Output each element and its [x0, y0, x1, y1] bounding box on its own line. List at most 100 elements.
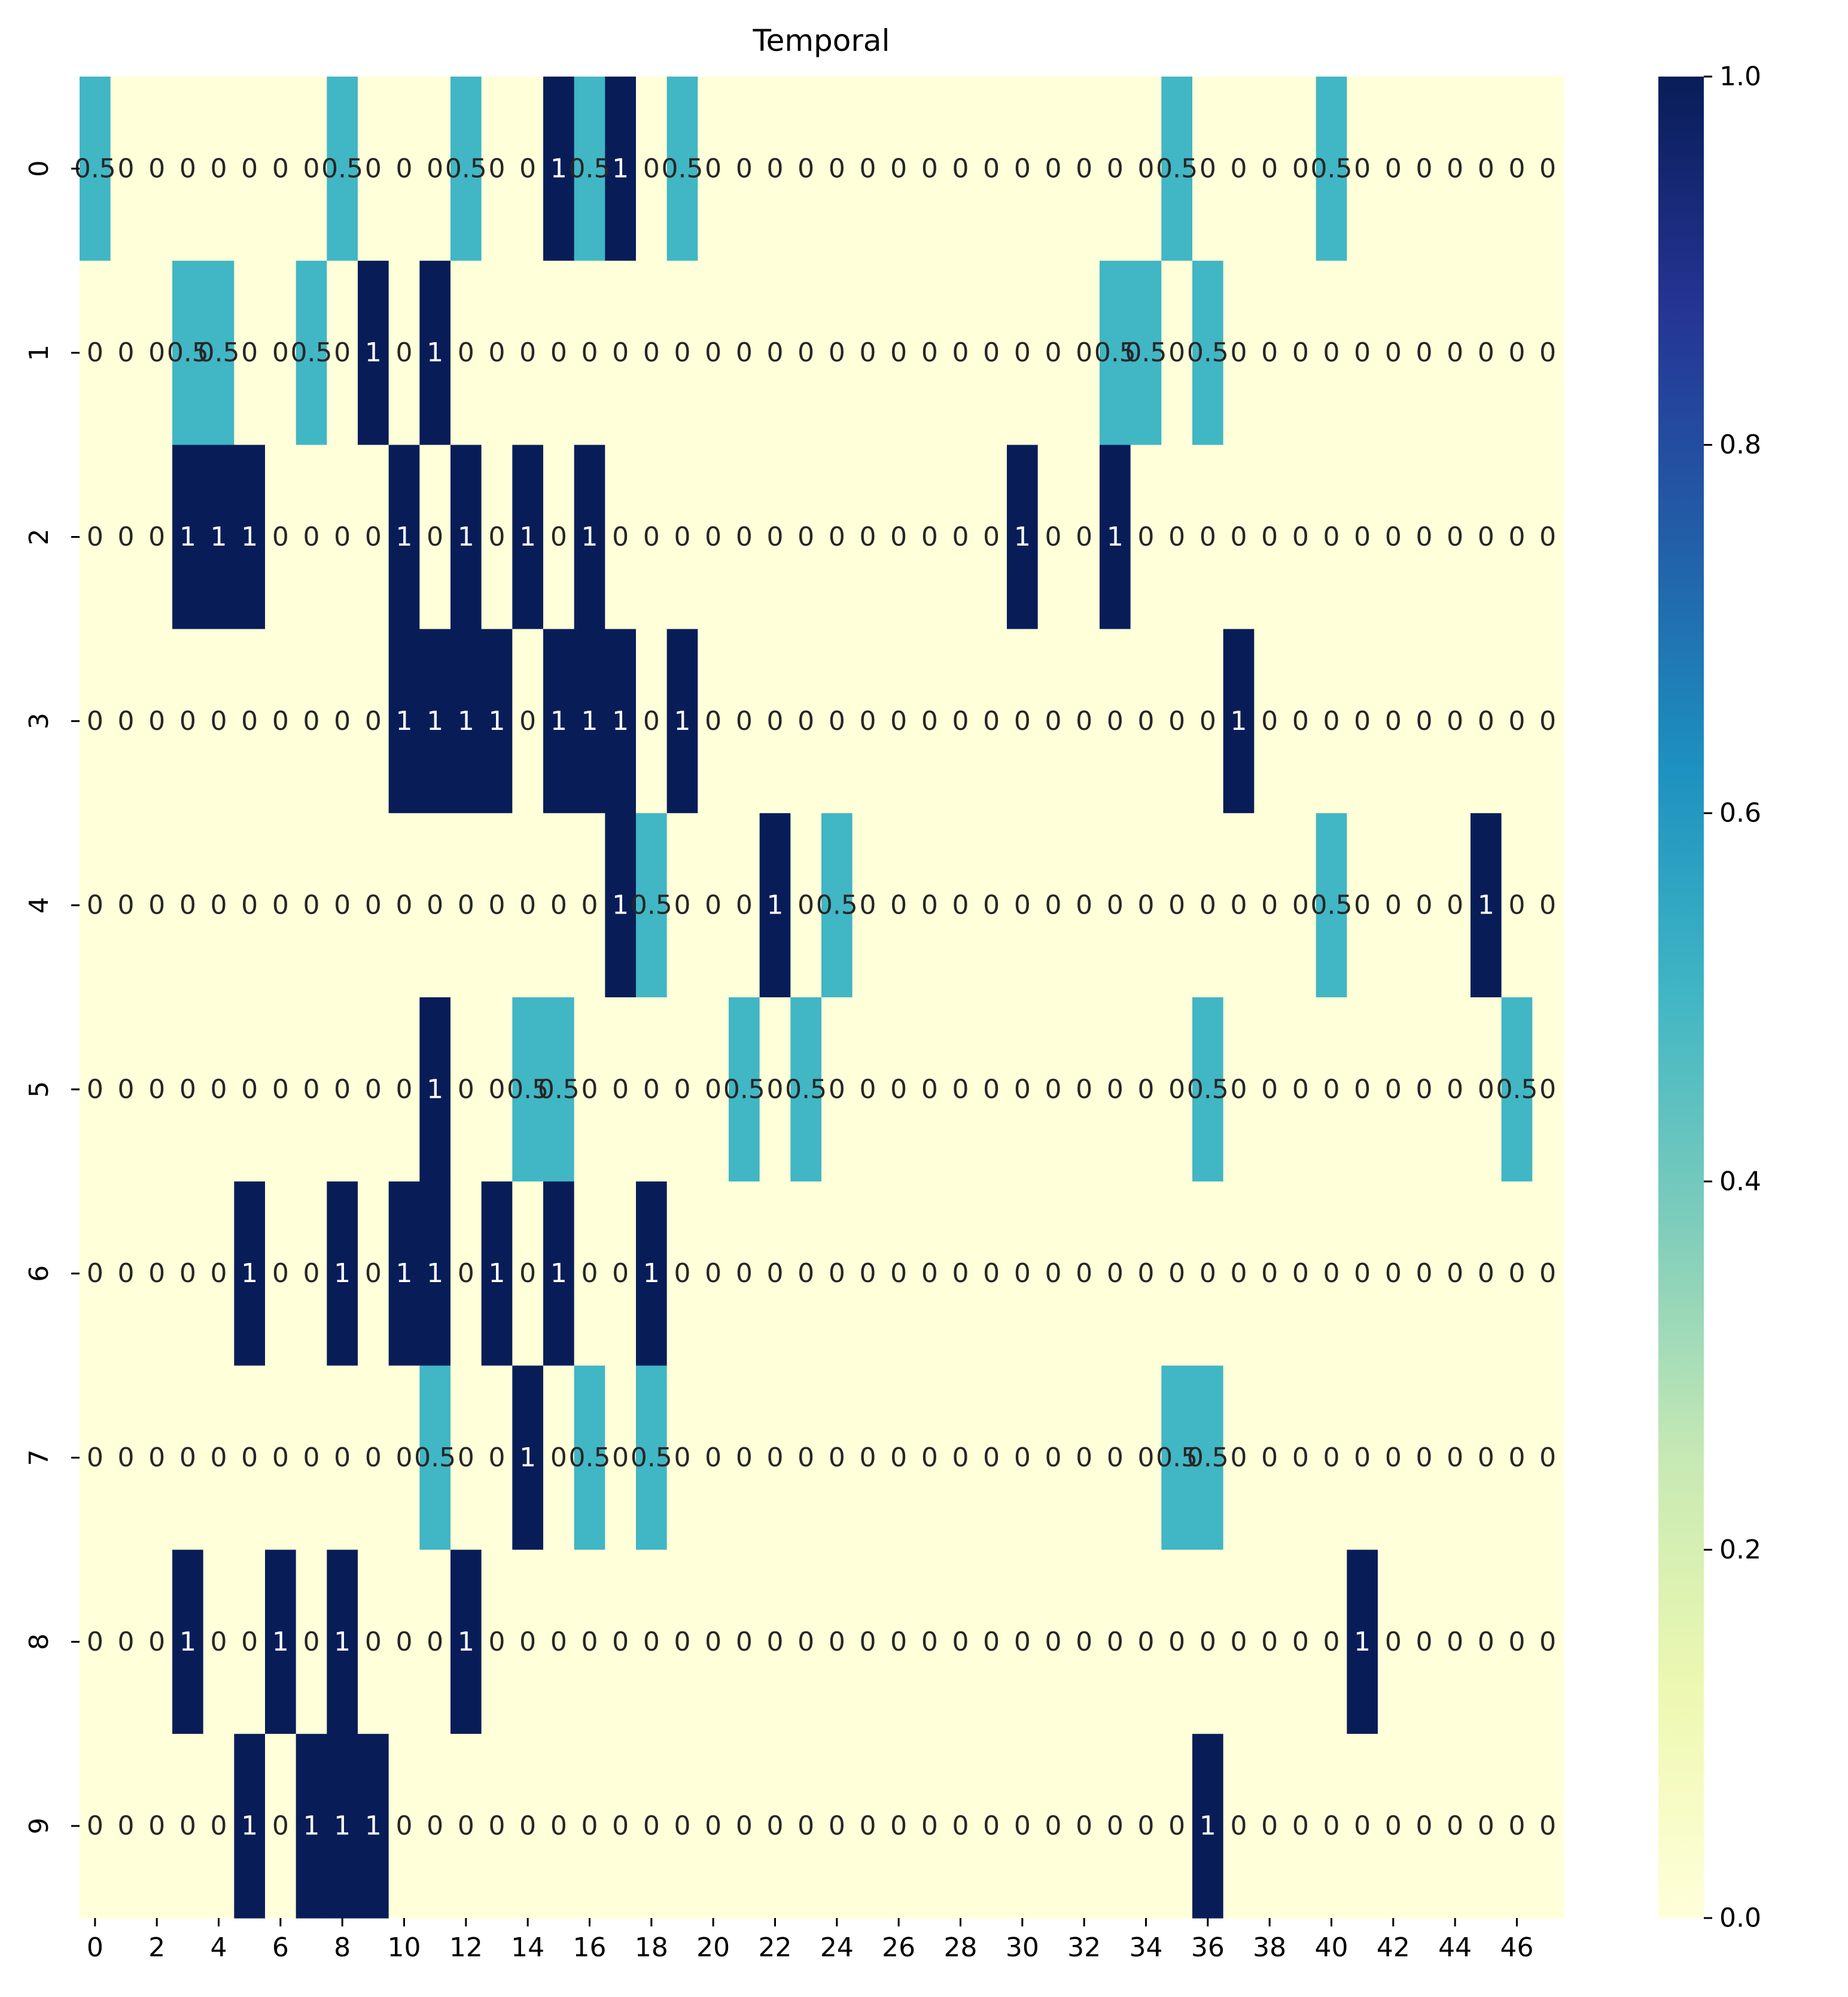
heatmap-cell [852, 260, 884, 446]
heatmap-cell [327, 813, 358, 998]
heatmap-cell [1223, 997, 1255, 1182]
cell-value-label: 0 [1509, 522, 1526, 552]
heatmap-cell [1439, 629, 1471, 814]
heatmap-cell [1130, 1181, 1162, 1366]
cell-value-label: 0 [797, 1258, 814, 1289]
cell-value-label: 0 [365, 890, 382, 921]
cell-value-label: 0 [1045, 1442, 1062, 1473]
heatmap-cell [110, 629, 142, 814]
cell-value-label: 0.5 [1496, 1074, 1538, 1104]
cell-value-label: 0 [1323, 1811, 1340, 1841]
heatmap-cell [1408, 260, 1440, 446]
heatmap-cell [1130, 629, 1162, 814]
heatmap-cell [481, 813, 513, 998]
heatmap-cell [1037, 77, 1069, 261]
cell-value-label: 0 [334, 890, 351, 921]
heatmap-cell [1501, 1181, 1533, 1366]
cell-value-label: 0 [1478, 1627, 1494, 1657]
heatmap-cell [481, 77, 513, 261]
cell-value-label: 0 [736, 706, 753, 736]
cell-value-label: 0 [1292, 1258, 1309, 1289]
heatmap-cell [1285, 77, 1317, 261]
heatmap-cell [914, 997, 946, 1182]
cell-value-label: 0 [890, 706, 907, 736]
cell-value-label: 1 [303, 1811, 320, 1841]
cell-value-label: 0 [612, 337, 629, 368]
heatmap-cell [172, 445, 204, 629]
colorbar-tick-label: 0.0 [1719, 1903, 1761, 1934]
cell-value-label: 0 [1323, 1258, 1340, 1289]
cell-value-label: 0 [643, 1811, 660, 1841]
cell-value-label: 0 [1354, 1074, 1371, 1104]
x-tick-label: 8 [334, 1932, 351, 1963]
cell-value-label: 0 [1416, 153, 1433, 184]
cell-value-label: 0.5 [538, 1074, 580, 1104]
cell-value-label: 0 [1447, 1627, 1463, 1657]
heatmap-cell [203, 1549, 235, 1734]
cell-value-label: 0 [890, 1627, 907, 1657]
heatmap-cell [574, 1181, 605, 1366]
heatmap-cell [234, 260, 266, 446]
cell-value-label: 0 [1138, 522, 1155, 552]
heatmap-cell [450, 997, 482, 1182]
heatmap-cell [1316, 1365, 1347, 1550]
cell-value-label: 0 [1231, 1442, 1247, 1473]
heatmap-cell [1378, 1365, 1409, 1550]
cell-value-label: 0 [241, 1074, 258, 1104]
heatmap-cell [358, 997, 389, 1182]
cell-value-label: 0 [983, 706, 1000, 736]
heatmap-cell [1285, 445, 1317, 629]
heatmap-cell [914, 260, 946, 446]
cell-value-label: 1 [550, 1258, 567, 1289]
heatmap-cell [759, 997, 791, 1182]
cell-value-label: 0 [1539, 1258, 1556, 1289]
heatmap-cell [1316, 445, 1347, 629]
cell-value-label: 0 [1385, 890, 1402, 921]
cell-value-label: 0 [1354, 522, 1371, 552]
cell-value-label: 0 [1231, 890, 1247, 921]
heatmap-cell [852, 445, 884, 629]
cell-value-label: 0 [829, 1074, 845, 1104]
heatmap-cell [327, 260, 358, 446]
heatmap-cell [914, 1734, 946, 1919]
cell-value-label: 0 [921, 1811, 938, 1841]
cell-value-label: 0.5 [74, 153, 116, 184]
heatmap-cell [976, 1181, 1007, 1366]
cell-value-label: 0 [1231, 153, 1247, 184]
heatmap-cell [1408, 77, 1440, 261]
cell-value-label: 0 [179, 890, 196, 921]
cell-value-label: 0 [736, 890, 753, 921]
cell-value-label: 0 [1076, 1074, 1092, 1104]
cell-value-label: 0 [983, 522, 1000, 552]
heatmap-cell [759, 813, 791, 998]
heatmap-cell [914, 77, 946, 261]
heatmap-cell [1254, 629, 1286, 814]
heatmap-cell [1254, 445, 1286, 629]
heatmap-cell [512, 260, 544, 446]
x-tick-label: 42 [1377, 1932, 1410, 1963]
x-tick-label: 10 [388, 1932, 421, 1963]
heatmap-cell [234, 813, 266, 998]
cell-value-label: 0 [519, 890, 536, 921]
heatmap-cell [1285, 629, 1317, 814]
heatmap-cell [543, 629, 575, 814]
cell-value-label: 0 [1385, 1442, 1402, 1473]
heatmap-cell [1068, 1365, 1100, 1550]
heatmap-cell [1037, 629, 1069, 814]
y-tick-label: 1 [24, 345, 54, 361]
cell-value-label: 0 [1539, 1074, 1556, 1104]
heatmap-cell [203, 77, 235, 261]
cell-value-label: 0 [211, 1442, 227, 1473]
heatmap-cell [1471, 260, 1502, 446]
heatmap-cell [821, 260, 853, 446]
cell-value-label: 0 [1076, 1627, 1092, 1657]
cell-value-label: 0 [458, 337, 474, 368]
x-tick-label: 0 [87, 1932, 103, 1963]
heatmap-cell [1007, 629, 1039, 814]
heatmap-cell [1161, 1549, 1193, 1734]
cell-value-label: 0 [983, 153, 1000, 184]
heatmap-cell [1130, 1549, 1162, 1734]
x-tick-label: 20 [696, 1932, 730, 1963]
heatmap-cell [759, 629, 791, 814]
cell-value-label: 0 [1478, 153, 1494, 184]
